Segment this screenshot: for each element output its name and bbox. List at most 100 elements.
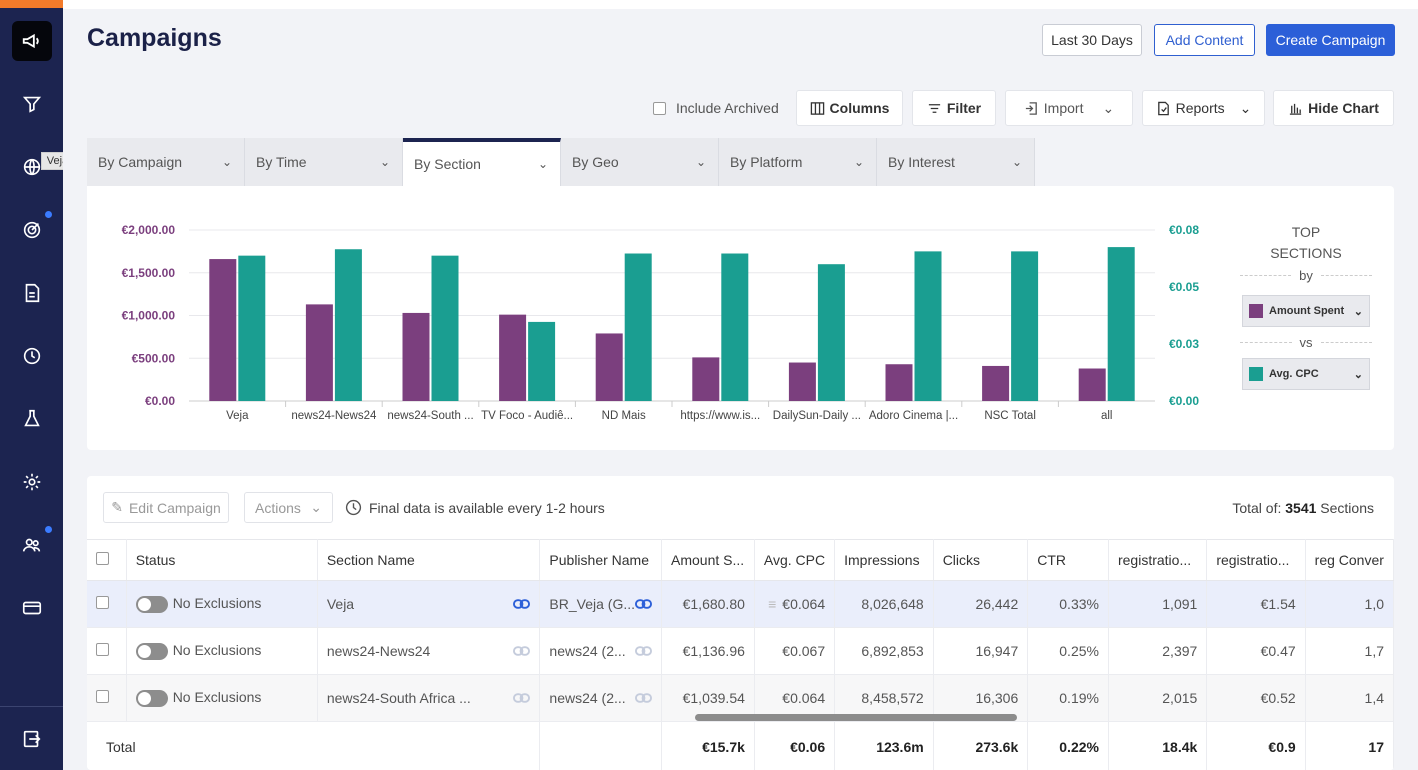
import-button[interactable]: Import ⌄ <box>1005 90 1133 126</box>
category-label: https://www.is... <box>680 410 760 422</box>
exclusion-toggle[interactable] <box>135 595 168 613</box>
column-header[interactable]: Status <box>126 539 318 581</box>
category-label: Adoro Cinema |... <box>869 410 958 422</box>
link-icon[interactable] <box>635 646 652 656</box>
table-row[interactable]: No Exclusions news24-South Africa ... ne… <box>87 674 1394 722</box>
chevron-down-icon: ⌄ <box>1239 99 1252 116</box>
table-row[interactable]: No Exclusions Veja BR_Veja (G... €1,680.… <box>87 580 1394 628</box>
bar-avg-cpc <box>528 321 556 401</box>
link-icon[interactable] <box>513 693 531 703</box>
column-header[interactable]: reg Conver <box>1305 539 1394 581</box>
select-all-checkbox[interactable] <box>96 552 109 565</box>
left-axis-tick: €0.00 <box>145 394 175 408</box>
table-header: Status Section Name Publisher Name Amoun… <box>87 539 1394 581</box>
tab-by-geo[interactable]: By Geo ⌄ <box>561 138 719 186</box>
row-checkbox[interactable] <box>96 596 109 609</box>
brand-bar <box>0 0 63 8</box>
row-checkbox[interactable] <box>96 643 109 656</box>
link-icon[interactable] <box>635 599 652 609</box>
bar-avg-cpc <box>1107 247 1135 401</box>
clock-icon <box>345 499 362 516</box>
create-campaign-button[interactable]: Create Campaign <box>1266 24 1395 56</box>
credit-card-icon[interactable] <box>16 592 48 624</box>
main-content: Campaigns Last 30 Days Add Content Creat… <box>63 0 1418 770</box>
tab-by-section[interactable]: By Section ⌄ <box>403 138 561 186</box>
metric1-label: Amount Spent <box>1269 305 1345 317</box>
left-axis-tick: €1,000.00 <box>122 309 176 323</box>
category-label: news24-News24 <box>291 410 377 422</box>
chevron-down-icon: ⌄ <box>1011 155 1022 169</box>
category-label: NSC Total <box>984 410 1036 422</box>
chevron-down-icon: ⌄ <box>1353 368 1363 381</box>
chevron-down-icon: ⌄ <box>853 155 864 169</box>
bar-amount-spent <box>402 312 430 401</box>
sections-table: Status Section Name Publisher Name Amoun… <box>87 539 1394 770</box>
include-archived-checkbox[interactable] <box>653 101 666 115</box>
metric1-select[interactable]: Amount Spent ⌄ <box>1242 295 1370 327</box>
filter-button[interactable]: Filter <box>912 90 996 126</box>
document-icon[interactable] <box>16 277 48 309</box>
right-axis-tick: €0.03 <box>1169 337 1199 351</box>
tab-by-platform[interactable]: By Platform ⌄ <box>719 138 877 186</box>
flask-icon[interactable] <box>16 403 48 435</box>
bar-amount-spent <box>209 259 237 401</box>
columns-button[interactable]: Columns <box>796 90 903 126</box>
chart-legend: TOP SECTIONS by Amount Spent ⌄ vs Avg. C… <box>1240 222 1373 390</box>
column-header[interactable]: Section Name <box>317 539 541 581</box>
column-header[interactable]: Avg. CPC <box>754 539 836 581</box>
column-header[interactable]: CTR <box>1027 539 1109 581</box>
tab-by-time[interactable]: By Time ⌄ <box>245 138 403 186</box>
table-row[interactable]: No Exclusions news24-News24 news24 (2...… <box>87 627 1394 675</box>
row-checkbox[interactable] <box>96 690 109 703</box>
gear-icon[interactable] <box>16 466 48 498</box>
bar-amount-spent <box>595 333 623 401</box>
exclusion-toggle[interactable] <box>135 689 168 707</box>
bar-avg-cpc <box>817 264 845 401</box>
chevron-down-icon: ⌄ <box>695 155 706 169</box>
actions-dropdown[interactable]: Actions ⌄ <box>244 492 333 523</box>
metric1-swatch <box>1249 304 1263 318</box>
horizontal-scrollbar[interactable] <box>695 714 1017 721</box>
column-header[interactable]: registratio... <box>1108 539 1208 581</box>
hide-chart-button[interactable]: Hide Chart <box>1273 90 1394 126</box>
funnel-icon[interactable] <box>16 88 48 120</box>
clock-icon[interactable] <box>16 340 48 372</box>
reports-button[interactable]: Reports ⌄ <box>1142 90 1265 126</box>
metric2-select[interactable]: Avg. CPC ⌄ <box>1242 358 1370 390</box>
megaphone-icon[interactable] <box>12 21 52 61</box>
bar-amount-spent <box>692 357 720 401</box>
legend-title-top: TOP <box>1291 224 1321 240</box>
legend-vs-label: vs <box>1299 335 1313 350</box>
bar-amount-spent <box>1078 368 1106 401</box>
link-icon[interactable] <box>513 646 531 656</box>
bar-amount-spent <box>788 362 816 401</box>
include-archived[interactable]: Include Archived <box>653 100 779 116</box>
total-row: Total €15.7k €0.06 123.6m 273.6k 0.22% 1… <box>87 721 1394 770</box>
breakdown-tabs: By Campaign ⌄ By Time ⌄ By Section ⌄ By Geo… <box>87 138 1035 186</box>
reports-icon <box>1157 101 1169 115</box>
bar-amount-spent <box>885 364 913 401</box>
link-icon[interactable] <box>513 599 531 609</box>
bar-avg-cpc <box>914 251 942 401</box>
filter-icon <box>928 103 940 113</box>
link-icon[interactable] <box>635 693 652 703</box>
exclusion-toggle[interactable] <box>135 642 168 660</box>
users-icon[interactable] <box>16 529 48 561</box>
legend-by-label: by <box>1299 268 1313 283</box>
logout-icon[interactable] <box>16 723 48 755</box>
data-info-note: Final data is available every 1-2 hours <box>345 499 605 516</box>
globe-icon[interactable] <box>16 151 48 183</box>
tab-by-interest[interactable]: By Interest ⌄ <box>877 138 1035 186</box>
edit-campaign-button[interactable]: ✎ Edit Campaign <box>103 492 229 523</box>
column-header[interactable]: Impressions <box>834 539 934 581</box>
add-content-button[interactable]: Add Content <box>1154 24 1255 56</box>
column-header[interactable]: Amount S... <box>661 539 755 581</box>
tab-by-campaign[interactable]: By Campaign ⌄ <box>87 138 245 186</box>
column-header[interactable]: registratio... <box>1206 539 1306 581</box>
date-range-button[interactable]: Last 30 Days <box>1042 24 1142 56</box>
column-header[interactable]: Clicks <box>933 539 1029 581</box>
column-header[interactable]: Publisher Name <box>539 539 662 581</box>
chart-panel: €0.00 €500.00 €1,000.00 €1,500.00 €2,000.00 €… <box>87 186 1394 450</box>
target-icon[interactable] <box>16 214 48 246</box>
page-title: Campaigns <box>87 24 222 52</box>
